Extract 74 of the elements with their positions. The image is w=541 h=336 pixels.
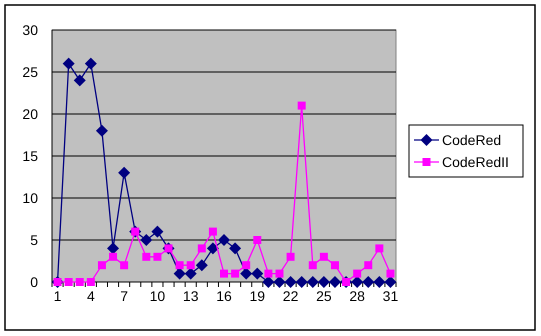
- point: [86, 278, 95, 286]
- y-tick-label: 25: [22, 64, 38, 80]
- point: [328, 276, 341, 288]
- point: [140, 234, 152, 246]
- y-tick-label: 5: [30, 232, 38, 248]
- point: [262, 276, 274, 288]
- x-tick-label: 1: [54, 288, 62, 304]
- point: [208, 228, 217, 236]
- point: [242, 261, 250, 270]
- point: [373, 276, 386, 288]
- point: [98, 261, 106, 270]
- x-tick-label: 22: [282, 288, 299, 304]
- point: [375, 244, 384, 252]
- point: [298, 102, 306, 110]
- y-tick-label: 0: [30, 274, 38, 290]
- x-tick-label: 7: [120, 288, 128, 304]
- point: [251, 268, 264, 280]
- point: [330, 261, 339, 270]
- x-tick-label: 13: [182, 288, 199, 304]
- x-tick-label: 4: [86, 288, 95, 304]
- legend-label: CodeRedII: [442, 154, 509, 170]
- point: [84, 58, 97, 70]
- point: [198, 244, 206, 252]
- x-tick-label: 25: [316, 288, 332, 304]
- point: [107, 242, 120, 254]
- y-tick-label: 20: [22, 106, 38, 122]
- point: [118, 166, 130, 179]
- point: [229, 242, 242, 254]
- point: [362, 276, 374, 288]
- point: [273, 276, 286, 288]
- point: [76, 278, 84, 286]
- point: [240, 268, 252, 280]
- y-tick-label: 15: [22, 148, 38, 164]
- point: [174, 268, 186, 280]
- legend-label: CodeRed: [442, 132, 502, 148]
- point: [264, 270, 272, 278]
- point: [306, 276, 319, 288]
- point: [142, 252, 150, 261]
- point: [64, 278, 73, 286]
- x-tick-label: 16: [216, 288, 232, 304]
- point: [318, 276, 330, 288]
- point: [74, 74, 86, 86]
- point: [284, 276, 297, 288]
- point: [275, 270, 284, 278]
- x-tick-label: 19: [250, 288, 266, 304]
- point: [184, 268, 197, 280]
- point: [320, 252, 328, 261]
- point: [364, 261, 372, 270]
- point: [120, 261, 128, 270]
- point: [176, 261, 184, 270]
- point: [96, 124, 108, 137]
- point: [218, 234, 230, 246]
- point: [384, 276, 396, 288]
- x-tick-label: 10: [150, 288, 166, 304]
- point: [206, 242, 219, 254]
- y-tick-label: 10: [22, 190, 38, 206]
- point: [62, 58, 75, 70]
- point: [109, 252, 118, 261]
- point: [151, 226, 164, 238]
- x-tick-label: 28: [349, 288, 366, 304]
- point: [386, 270, 394, 278]
- point: [186, 261, 195, 270]
- point: [351, 276, 364, 288]
- point: [253, 236, 262, 244]
- point: [353, 270, 362, 278]
- x-tick-label: 31: [382, 288, 398, 304]
- point: [308, 261, 317, 270]
- y-tick-label: 30: [22, 22, 38, 38]
- point: [196, 259, 208, 272]
- point: [286, 252, 295, 261]
- point: [153, 252, 162, 261]
- point: [296, 276, 308, 288]
- point: [231, 270, 240, 278]
- point: [220, 270, 228, 278]
